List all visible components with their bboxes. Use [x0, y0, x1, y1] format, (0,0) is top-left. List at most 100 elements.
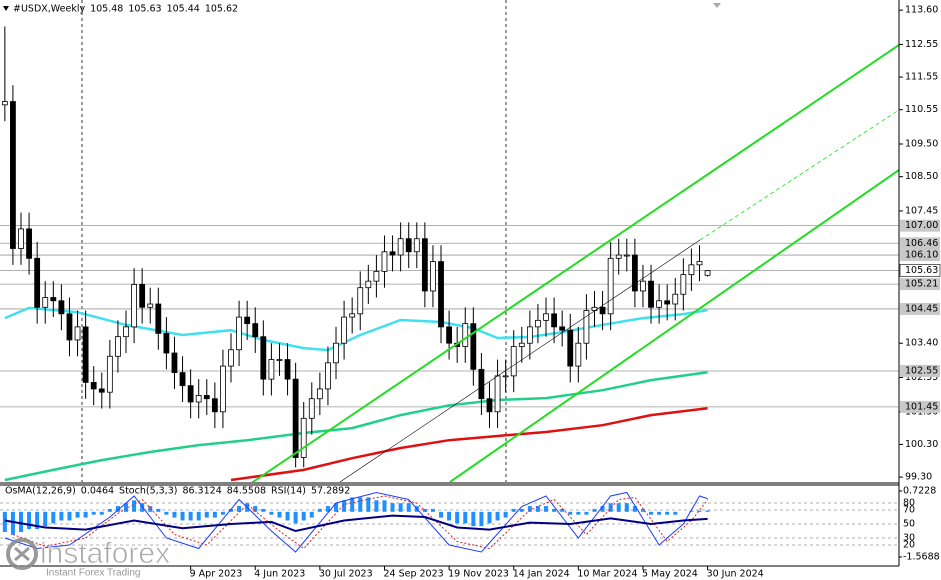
osma-bar [544, 506, 549, 512]
osma-bar [83, 511, 88, 518]
osma-bar [600, 506, 605, 512]
candle-body [559, 326, 566, 331]
candle-body [50, 297, 57, 302]
osma-bar [204, 511, 209, 518]
level-label-box [899, 264, 941, 277]
candle-body [599, 306, 606, 315]
candle-body [284, 359, 291, 380]
candle-body [187, 385, 194, 403]
candle-body [82, 326, 89, 383]
osma-bar [156, 508, 161, 512]
candle-body [228, 349, 234, 367]
osma-bar [188, 511, 193, 521]
x-tick-label: 30 Jul 2023 [319, 569, 373, 580]
candle-body [405, 238, 412, 253]
header-text: 105.48 [90, 4, 123, 15]
level-label: 104.45 [905, 303, 938, 314]
osma-bar [390, 503, 395, 512]
candle-body [163, 333, 170, 354]
level-label: 105.63 [905, 265, 938, 276]
x-tick-label: 9 Apr 2023 [190, 569, 243, 580]
y2-tick-label: 30 [903, 533, 915, 544]
candle-body [147, 303, 154, 308]
candle-body [470, 323, 477, 370]
x-tick-label: 19 Nov 2023 [448, 569, 509, 580]
y-tick-label: 112.55 [905, 39, 938, 50]
osma-bar [592, 508, 597, 512]
osma-bar [398, 503, 403, 512]
y-tick-label: 103.40 [905, 338, 938, 349]
candle-body [292, 378, 299, 458]
candle-body [680, 274, 687, 295]
osma-bar [640, 508, 645, 512]
osma-bar [342, 500, 347, 512]
candle-body [131, 284, 137, 328]
osma-bar [220, 511, 225, 515]
osma-bar [479, 511, 484, 527]
indicator-header: 86.3124 [182, 486, 221, 497]
candle-body [252, 323, 259, 338]
level-label: 106.46 [905, 238, 938, 249]
candle-body [664, 300, 671, 305]
osma-bar [51, 511, 56, 524]
osma-bar [107, 508, 112, 512]
osma-bar [463, 511, 468, 524]
osma-bar [293, 511, 298, 524]
osma-bar [269, 511, 274, 515]
candle-body [640, 280, 646, 292]
candle-body [567, 329, 574, 367]
candle-body [478, 368, 485, 400]
channel-mid-ext [699, 109, 899, 241]
y-tick-label: 100.30 [905, 439, 938, 450]
candle-body [389, 251, 396, 256]
logo-icon [14, 546, 30, 562]
osma-bar [350, 497, 355, 512]
osma-bar [43, 511, 48, 527]
osma-bar [430, 508, 435, 512]
osma-bar [99, 511, 104, 515]
level-label: 105.21 [905, 279, 938, 290]
osma-bar [229, 508, 234, 512]
osma-bar [657, 511, 662, 515]
candle-body [316, 388, 323, 400]
candle-body [325, 362, 331, 390]
indicator-line [4, 514, 708, 533]
level-label: 102.55 [905, 365, 938, 376]
indicator-header: 0.0464 [81, 486, 114, 497]
y-tick-label: 99.30 [905, 472, 932, 483]
candle-body [42, 297, 49, 308]
header-text: 105.63 [128, 4, 161, 15]
shift-marker [713, 3, 721, 8]
osma-bar [649, 511, 654, 515]
candle-body [413, 238, 420, 253]
candle-body [123, 326, 129, 338]
candle-body [106, 355, 113, 393]
osma-bar [180, 511, 185, 521]
candle-body [607, 257, 614, 315]
indicator-header: 84.5508 [227, 486, 266, 497]
candle-body [268, 359, 275, 380]
y-tick-label: 110.55 [905, 104, 938, 115]
candle-body [211, 398, 218, 413]
osma-bar [697, 510, 702, 512]
header-text: #USDX,Weekly [13, 4, 85, 15]
candle-body [535, 319, 541, 328]
y-tick-label: 108.50 [905, 171, 938, 182]
osma-bar [632, 506, 637, 512]
symbol-icon [3, 6, 9, 11]
indicator-header: Stoch(5,3,3) [119, 486, 177, 497]
osma-bar [616, 503, 621, 512]
channel-mid [339, 239, 701, 482]
candle-body [381, 251, 388, 272]
osma-bar [527, 506, 532, 512]
y-tick-label: 111.55 [905, 72, 938, 83]
osma-bar [560, 508, 565, 512]
candle-body [543, 313, 549, 321]
candle-body [672, 293, 679, 305]
osma-bar [164, 511, 169, 515]
candle-body [397, 238, 404, 256]
candle-body [195, 395, 202, 403]
candle-body [575, 342, 582, 367]
y2-tick-label: 20 [903, 540, 915, 551]
osma-bar [301, 511, 306, 521]
